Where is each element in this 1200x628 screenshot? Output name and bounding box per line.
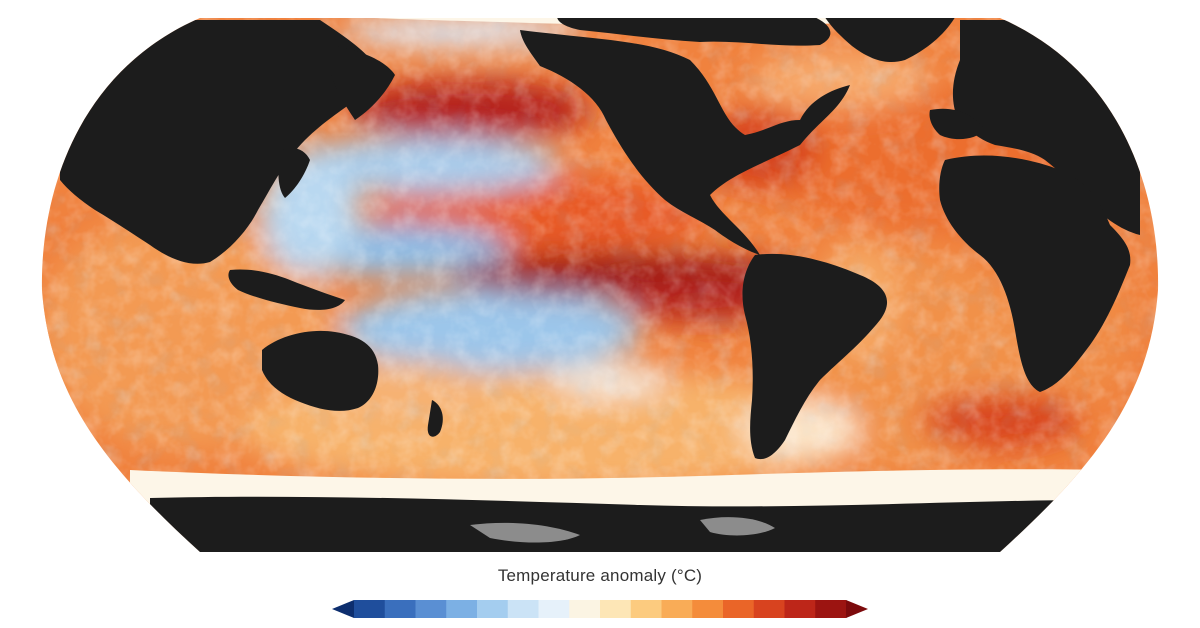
colorbar-segment bbox=[692, 600, 724, 618]
colorbar-segment bbox=[784, 600, 816, 618]
eurasia-west bbox=[60, 20, 380, 264]
colorbar-segment bbox=[569, 600, 601, 618]
colorbar-segment bbox=[384, 600, 416, 618]
colorbar-segment bbox=[661, 600, 693, 618]
south-america bbox=[742, 253, 888, 460]
colorbar bbox=[332, 600, 868, 618]
ice-shelves bbox=[470, 517, 775, 543]
colorbar-segment bbox=[538, 600, 570, 618]
world-map bbox=[41, 18, 1159, 552]
colorbar-segment bbox=[723, 600, 755, 618]
australia bbox=[262, 330, 379, 411]
north-america bbox=[520, 30, 850, 255]
colorbar-segment bbox=[415, 600, 447, 618]
antarctica bbox=[150, 496, 1100, 552]
colorbar-segment bbox=[477, 600, 509, 618]
colorbar-segment bbox=[600, 600, 632, 618]
colorbar-segment bbox=[332, 600, 354, 618]
colorbar-segment bbox=[507, 600, 539, 618]
sst-anomaly-map bbox=[41, 18, 1159, 552]
europe bbox=[929, 108, 985, 140]
africa bbox=[939, 155, 1131, 392]
colorbar-segment bbox=[630, 600, 662, 618]
ice-shelf-weddell bbox=[700, 517, 775, 536]
japan bbox=[278, 148, 310, 198]
colorbar-segment bbox=[446, 600, 478, 618]
greenland bbox=[820, 18, 960, 63]
colorbar-segment bbox=[753, 600, 785, 618]
ice-shelf-ross bbox=[470, 522, 580, 543]
colorbar-segment bbox=[846, 600, 868, 618]
arctic-islands-na bbox=[556, 18, 831, 46]
colorbar-segment bbox=[354, 600, 386, 618]
legend-title: Temperature anomaly (°C) bbox=[497, 566, 703, 585]
kamchatka bbox=[330, 45, 395, 120]
legend: Temperature anomaly (°C) bbox=[0, 560, 1200, 628]
land-masses bbox=[60, 18, 1140, 552]
new-zealand bbox=[427, 400, 443, 437]
maritime-continent bbox=[228, 269, 345, 310]
colorbar-segment bbox=[815, 600, 847, 618]
